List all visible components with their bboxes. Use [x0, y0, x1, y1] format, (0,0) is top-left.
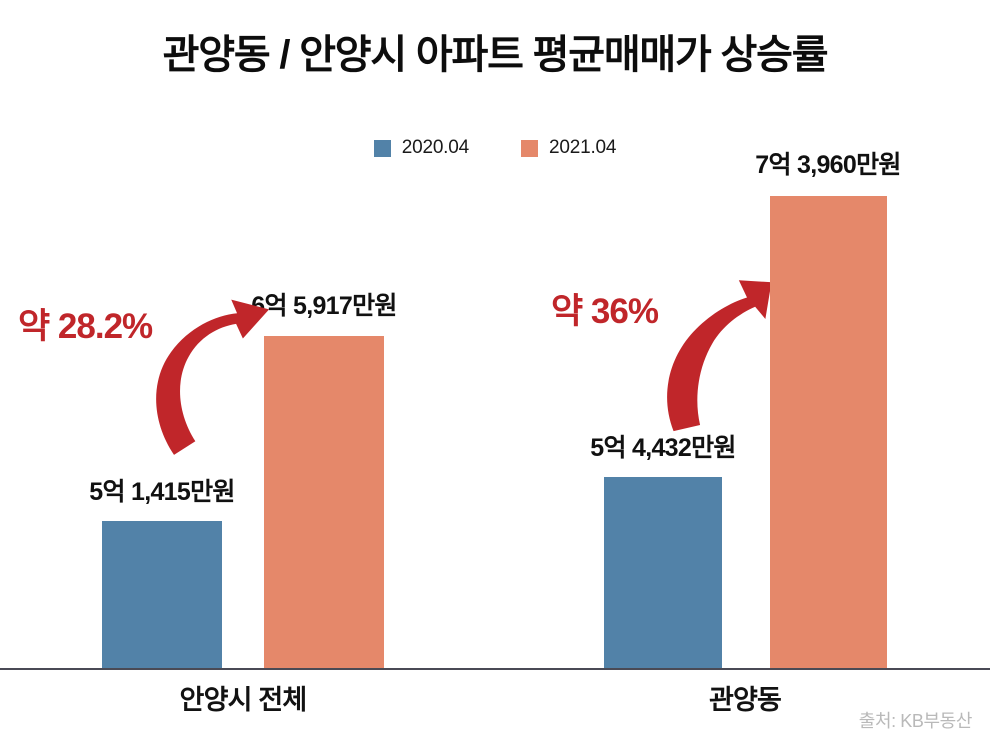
legend-label-2021: 2021.04: [549, 137, 617, 158]
x-axis-line: [0, 668, 990, 670]
page-title: 관양동 / 안양시 아파트 평균매매가 상승률: [162, 33, 829, 77]
source-attribution: 출처: KB부동산: [858, 711, 973, 731]
bar-anyang-2020: [102, 521, 222, 668]
legend-swatch-2020: [373, 139, 391, 157]
category-label-gwanyang: 관양동: [708, 685, 782, 715]
bar-value-anyang-2021: 6억 5,917만원: [251, 292, 397, 320]
bar-gwanyang-2021: [770, 196, 887, 668]
curved-up-right-arrow-icon-anyang: [156, 299, 270, 455]
growth-label-gwanyang: 약 36%: [551, 292, 659, 331]
bar-anyang-2021: [264, 336, 384, 668]
legend-item-2021: 2021.04: [521, 137, 616, 159]
bar-value-anyang-2020: 5억 1,415만원: [89, 478, 235, 506]
legend-item-2020: 2020.04: [373, 137, 469, 159]
growth-label-anyang: 약 28.2%: [18, 307, 153, 346]
bar-value-gwanyang-2021: 7억 3,960만원: [755, 151, 901, 179]
bar-value-gwanyang-2020: 5억 4,432만원: [590, 434, 736, 462]
bar-gwanyang-2020: [604, 477, 722, 668]
curved-up-right-arrow-icon-gwanyang: [667, 280, 770, 432]
legend-label-2020: 2020.04: [401, 137, 469, 158]
category-label-anyang: 안양시 전체: [179, 685, 308, 715]
legend-swatch-2021: [521, 139, 538, 157]
chart-legend: 2020.04 2021.04: [0, 137, 990, 159]
